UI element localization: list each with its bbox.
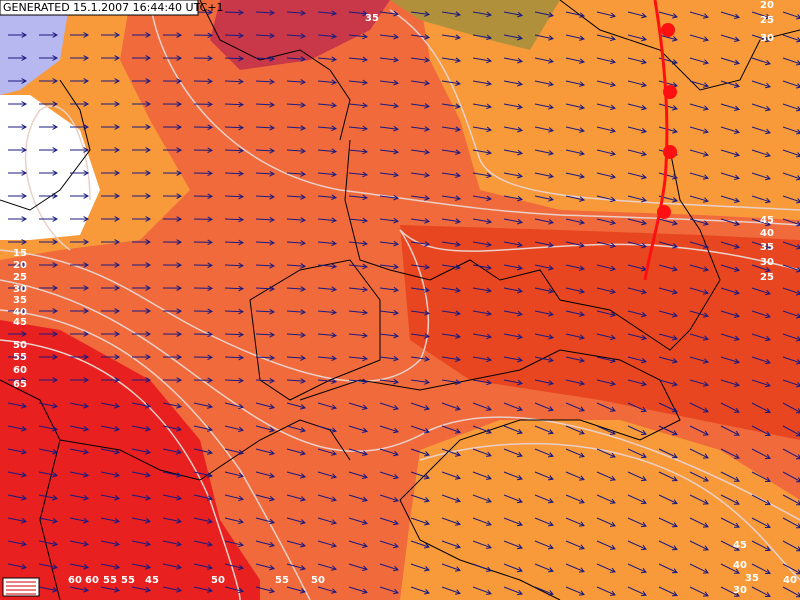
border-line bbox=[559, 0, 800, 91]
contour-line bbox=[0, 279, 800, 521]
front-symbol bbox=[661, 23, 675, 37]
front-symbol bbox=[657, 205, 671, 219]
contour-label: 30 bbox=[733, 585, 747, 596]
front-line bbox=[643, 0, 669, 281]
contour-line bbox=[0, 229, 430, 383]
contour-label: 35 bbox=[13, 295, 27, 306]
contour-line bbox=[0, 309, 311, 600]
contour-label: 50 bbox=[13, 340, 27, 351]
legend-icon bbox=[2, 577, 40, 597]
contour-label: 45 bbox=[733, 540, 747, 551]
generated-stamp: GENERATED 15.1.2007 16:44:40 UTC+1 bbox=[3, 1, 224, 14]
contour-line bbox=[399, 229, 800, 271]
contour-label: 35 bbox=[745, 573, 759, 584]
contour-label: 60 bbox=[85, 575, 99, 586]
contour-line bbox=[419, 442, 800, 581]
contour-label: 30 bbox=[760, 33, 774, 44]
contour-label: 40 bbox=[733, 560, 747, 571]
contour-line bbox=[149, 0, 800, 226]
contour-label: 30 bbox=[760, 257, 774, 268]
legend-box bbox=[2, 577, 40, 597]
contour-label: 55 bbox=[121, 575, 135, 586]
red-field bbox=[400, 225, 800, 440]
light-field bbox=[400, 420, 800, 600]
border-line bbox=[0, 79, 91, 211]
contour-label: 35 bbox=[760, 242, 774, 253]
contour-label: 15 bbox=[13, 248, 27, 259]
contour-label: 45 bbox=[145, 575, 159, 586]
border-line bbox=[399, 499, 561, 600]
cold-front bbox=[643, 0, 677, 281]
border-line bbox=[0, 379, 61, 600]
border-line bbox=[249, 259, 381, 401]
contour-label: 20 bbox=[760, 0, 774, 11]
contour-label: 25 bbox=[760, 272, 774, 283]
border-line bbox=[344, 139, 721, 351]
contour-label: 65 bbox=[13, 379, 27, 390]
legend-lines bbox=[6, 581, 36, 595]
contour-label: 20 bbox=[13, 260, 27, 271]
contour-label: 55 bbox=[275, 575, 289, 586]
contour-label: 25 bbox=[13, 272, 27, 283]
front-symbol bbox=[663, 145, 677, 159]
lavender-field bbox=[0, 0, 70, 95]
white-field bbox=[0, 95, 100, 240]
contour-label: 40 bbox=[13, 307, 27, 318]
contour-label: 45 bbox=[760, 215, 774, 226]
red-field bbox=[0, 320, 260, 600]
contour-label: 30 bbox=[13, 284, 27, 295]
contour-label: 60 bbox=[13, 365, 27, 376]
contour-label: 45 bbox=[13, 317, 27, 328]
contour-labels: 3520253045403530251520253035404550556065… bbox=[13, 0, 797, 596]
contour-label: 50 bbox=[311, 575, 325, 586]
contour-label: 40 bbox=[760, 228, 774, 239]
contour-label: 55 bbox=[103, 575, 117, 586]
border-line bbox=[199, 0, 351, 141]
contour-label: 35 bbox=[365, 13, 379, 24]
front-symbol bbox=[663, 85, 677, 99]
contour-label: 40 bbox=[783, 575, 797, 586]
contour-label: 60 bbox=[68, 575, 82, 586]
dark-red-field bbox=[210, 0, 390, 70]
light-field bbox=[420, 0, 800, 220]
contour-label: 25 bbox=[760, 15, 774, 26]
contour-line bbox=[389, 9, 800, 211]
contour-label: 55 bbox=[13, 352, 27, 363]
contour-line bbox=[0, 339, 241, 600]
contour-label: 50 bbox=[211, 575, 225, 586]
header-box bbox=[0, 0, 199, 16]
